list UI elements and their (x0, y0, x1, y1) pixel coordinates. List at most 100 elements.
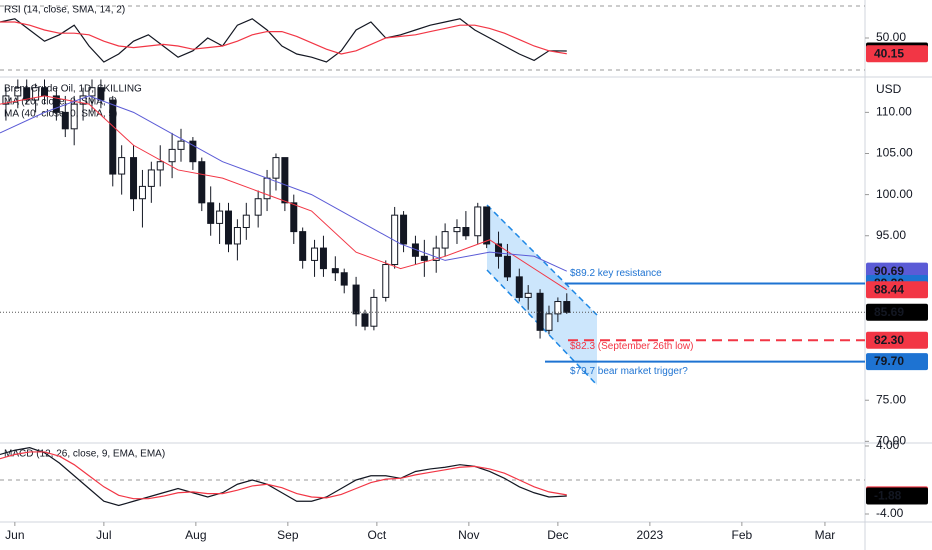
y-tick-label: 105.00 (876, 146, 913, 160)
candle-body (207, 202, 215, 224)
x-tick-label: Nov (458, 528, 479, 542)
chart-title: Brent Crude Oil, 1D, SKILLING (4, 84, 142, 95)
x-tick-label: Sep (277, 528, 299, 542)
y-tick-label: 110.00 (876, 105, 912, 119)
candle-body (88, 87, 96, 97)
candle-body (495, 243, 503, 257)
candle-body (61, 111, 69, 130)
moving-average (0, 95, 567, 272)
level-label: $89.2 key resistance (570, 268, 662, 279)
x-tick-label: Feb (732, 528, 753, 542)
x-tick-label: Jun (5, 528, 24, 542)
candle-body (545, 313, 553, 331)
candle-body (198, 161, 206, 204)
candle-body (474, 206, 482, 237)
candle-body (370, 296, 378, 327)
price-tag-label: 90.69 (874, 264, 904, 278)
candle-body (311, 247, 319, 261)
candle-body (391, 214, 399, 266)
candle-body (2, 95, 10, 105)
unit-label: USD (876, 82, 902, 96)
candle-body (189, 140, 197, 163)
price-tag-label: -1.88 (874, 489, 902, 503)
candle-body (503, 255, 511, 278)
price-tag-label: 85.69 (874, 305, 904, 319)
y-tick-label: 75.00 (876, 392, 906, 406)
candle-body (319, 247, 327, 270)
channel-edge (486, 204, 598, 316)
candle-body (254, 198, 262, 216)
candle-body (524, 292, 532, 298)
price-tag-label: 82.30 (874, 333, 904, 347)
y-tick-label: -4.00 (876, 506, 904, 520)
candle-body (290, 202, 298, 233)
indicator-line (0, 18, 567, 63)
rsi-title: RSI (14, close, SMA, 14, 2) (4, 5, 125, 16)
price-tag-label: 40.15 (874, 46, 904, 60)
legend-entry: MA (40, close, 0, SMA, 5) (4, 109, 117, 120)
candle-body (272, 157, 280, 179)
indicator-line (0, 451, 567, 500)
candle-body (420, 255, 428, 261)
y-tick-label: 100.00 (876, 187, 913, 201)
candle-body (340, 272, 348, 286)
x-tick-label: Aug (185, 528, 206, 542)
candle-body (352, 284, 360, 315)
candle-body (177, 140, 185, 150)
candle-body (23, 87, 31, 101)
candle-body (462, 227, 470, 237)
candle-body (224, 210, 232, 245)
x-tick-label: Oct (368, 528, 387, 542)
candle-body (79, 95, 87, 105)
candle-body (281, 157, 289, 204)
candle-body (382, 264, 390, 298)
main-pane (2, 79, 571, 339)
indicator-line (0, 21, 567, 55)
price-tag (866, 45, 928, 63)
price-tag-label: 88.44 (874, 282, 904, 296)
price-tag (866, 331, 928, 349)
candle-body (109, 99, 117, 175)
candle-body (299, 231, 307, 261)
candle-body (331, 268, 339, 274)
legend-entry: MA (20, close, 0, SMA, 5) (4, 97, 117, 108)
candle-body (453, 227, 461, 233)
x-tick-label: Mar (815, 528, 836, 542)
x-tick-label: Dec (547, 528, 568, 542)
candle-body (432, 247, 440, 261)
price-tag (866, 303, 928, 321)
candle-body (52, 95, 60, 113)
x-tick-label: 2023 (637, 528, 664, 542)
candle-body (14, 87, 22, 97)
candle-body (118, 157, 126, 175)
candle-body (216, 210, 224, 224)
candle-body (400, 214, 408, 245)
candle-body (563, 301, 571, 313)
y-tick-label: 4.00 (876, 438, 900, 452)
price-tag (866, 487, 928, 505)
candle-body (554, 301, 562, 315)
candle-body (138, 185, 146, 200)
price-tag (866, 281, 928, 299)
candle-body (32, 87, 40, 101)
candle-body (130, 157, 138, 200)
candle-body (233, 227, 241, 245)
candle-body (70, 103, 78, 130)
candle-body (242, 214, 250, 229)
price-tag-label: 79.70 (874, 354, 904, 368)
candle-body (361, 313, 369, 327)
candle-body (441, 231, 449, 249)
x-tick-label: Jul (96, 528, 111, 542)
y-tick-label: 50.00 (876, 30, 906, 44)
candle-body (168, 148, 176, 163)
candle-body (515, 276, 523, 298)
macd-title: MACD (12, 26, close, 9, EMA, EMA) (4, 449, 165, 460)
indicator-line (0, 447, 567, 507)
candle-body (483, 206, 491, 245)
level-label: $82.3 (September 26th low) (570, 341, 693, 352)
level-label: $79.7 bear market trigger? (570, 366, 688, 377)
price-tag (866, 353, 928, 371)
